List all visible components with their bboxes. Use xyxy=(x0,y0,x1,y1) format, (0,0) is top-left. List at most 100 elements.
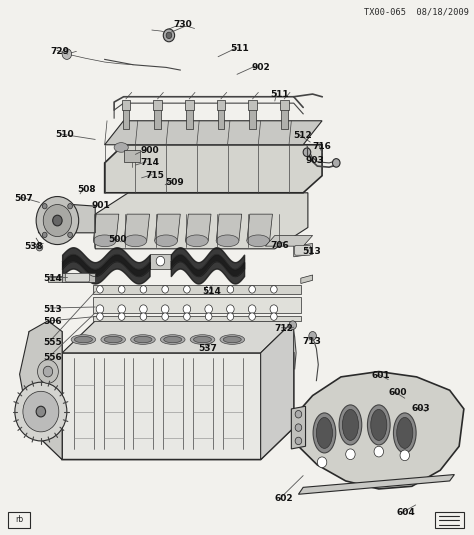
Circle shape xyxy=(318,457,327,468)
Polygon shape xyxy=(62,321,294,353)
Ellipse shape xyxy=(74,337,92,343)
Ellipse shape xyxy=(247,235,270,247)
Polygon shape xyxy=(124,214,150,241)
Polygon shape xyxy=(155,214,180,241)
Text: 514: 514 xyxy=(43,274,62,282)
Ellipse shape xyxy=(371,409,387,440)
Ellipse shape xyxy=(216,235,239,247)
Ellipse shape xyxy=(317,417,332,448)
Polygon shape xyxy=(62,353,294,460)
Text: 600: 600 xyxy=(388,388,407,398)
Circle shape xyxy=(43,204,72,236)
Polygon shape xyxy=(261,321,294,460)
Ellipse shape xyxy=(114,143,128,152)
Ellipse shape xyxy=(71,335,96,345)
Circle shape xyxy=(205,313,212,320)
Ellipse shape xyxy=(339,405,362,445)
Text: 500: 500 xyxy=(109,235,127,244)
Text: 603: 603 xyxy=(412,404,430,413)
Polygon shape xyxy=(38,203,95,233)
Circle shape xyxy=(96,305,104,314)
Polygon shape xyxy=(105,121,322,145)
Polygon shape xyxy=(95,193,308,249)
Circle shape xyxy=(205,286,212,293)
Text: 511: 511 xyxy=(230,44,249,53)
Ellipse shape xyxy=(393,413,416,453)
Ellipse shape xyxy=(93,235,116,247)
Polygon shape xyxy=(294,243,313,257)
Polygon shape xyxy=(93,214,119,241)
Text: 902: 902 xyxy=(251,63,270,72)
Text: rb: rb xyxy=(15,515,23,524)
Circle shape xyxy=(295,424,302,431)
Circle shape xyxy=(400,450,410,461)
Ellipse shape xyxy=(164,337,182,343)
Bar xyxy=(93,316,301,321)
Circle shape xyxy=(140,313,147,320)
Circle shape xyxy=(42,232,47,238)
Circle shape xyxy=(36,406,46,417)
Ellipse shape xyxy=(367,405,390,445)
Polygon shape xyxy=(185,214,211,241)
Bar xyxy=(93,285,301,294)
Text: TX00-065  08/18/2009: TX00-065 08/18/2009 xyxy=(364,7,469,17)
Polygon shape xyxy=(62,273,95,282)
Text: 729: 729 xyxy=(50,47,69,56)
Bar xyxy=(124,150,140,162)
Polygon shape xyxy=(247,214,273,241)
Text: 730: 730 xyxy=(173,20,192,29)
Ellipse shape xyxy=(155,235,177,247)
Text: 537: 537 xyxy=(198,344,217,353)
Ellipse shape xyxy=(313,413,336,453)
Circle shape xyxy=(15,382,67,441)
Circle shape xyxy=(118,305,126,314)
Text: 602: 602 xyxy=(275,493,293,502)
Circle shape xyxy=(183,305,191,314)
Text: 538: 538 xyxy=(24,242,43,251)
Text: 509: 509 xyxy=(165,178,184,187)
Circle shape xyxy=(205,305,212,314)
Text: 510: 510 xyxy=(55,129,73,139)
Circle shape xyxy=(346,449,355,460)
Circle shape xyxy=(227,313,234,320)
Text: 511: 511 xyxy=(270,89,289,98)
Polygon shape xyxy=(294,371,464,489)
Bar xyxy=(155,103,161,129)
Circle shape xyxy=(374,446,383,457)
Bar xyxy=(186,103,192,129)
Circle shape xyxy=(97,286,103,293)
Ellipse shape xyxy=(220,335,245,345)
Circle shape xyxy=(248,305,256,314)
Circle shape xyxy=(161,305,169,314)
Circle shape xyxy=(332,159,340,167)
Ellipse shape xyxy=(101,335,126,345)
Bar xyxy=(154,100,162,110)
Circle shape xyxy=(68,203,73,209)
Circle shape xyxy=(249,313,255,320)
Circle shape xyxy=(37,360,58,383)
Circle shape xyxy=(227,286,234,293)
Circle shape xyxy=(156,256,164,266)
Ellipse shape xyxy=(193,337,211,343)
Ellipse shape xyxy=(185,235,208,247)
Text: 513: 513 xyxy=(302,247,321,256)
Text: 506: 506 xyxy=(43,317,62,326)
Circle shape xyxy=(118,286,125,293)
Bar xyxy=(249,103,256,129)
Text: 555: 555 xyxy=(43,338,62,347)
Text: 507: 507 xyxy=(14,194,33,203)
Circle shape xyxy=(68,232,73,238)
Circle shape xyxy=(295,410,302,418)
Circle shape xyxy=(97,313,103,320)
Circle shape xyxy=(183,286,190,293)
Text: 712: 712 xyxy=(275,324,294,333)
Circle shape xyxy=(36,243,43,251)
Text: 715: 715 xyxy=(146,171,164,180)
Circle shape xyxy=(36,196,79,244)
Ellipse shape xyxy=(342,409,358,440)
Text: 508: 508 xyxy=(77,185,96,194)
Circle shape xyxy=(162,313,168,320)
Circle shape xyxy=(270,305,278,314)
Polygon shape xyxy=(105,145,322,193)
Text: 714: 714 xyxy=(140,158,159,167)
